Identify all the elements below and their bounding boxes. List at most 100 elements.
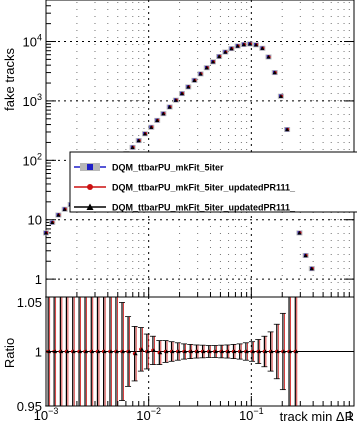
legend: DQM_ttbarPU_mkFit_5iter DQM_ttbarPU_mkFit… (69, 151, 357, 213)
series-3-point (136, 138, 141, 143)
series-3-point (272, 70, 277, 75)
legend-square-marker (87, 164, 93, 170)
top-y-tick-label: 1 (35, 272, 42, 287)
series-3-point (130, 145, 135, 150)
series-3-point (167, 104, 172, 109)
ratio-y-tick-label: 1.05 (17, 295, 42, 310)
ratio-point-2 (65, 349, 70, 354)
series-3-point (56, 213, 61, 217)
ratio-point-2 (78, 349, 83, 354)
ratio-point-2 (281, 349, 286, 354)
ratio-data-points (46, 347, 299, 356)
ratio-point-2 (238, 349, 243, 354)
series-3-point (309, 266, 314, 271)
ratio-point-2 (275, 349, 280, 354)
series-3-point (229, 46, 234, 51)
series-3-point (210, 59, 215, 64)
ratio-point-2 (201, 349, 206, 354)
series-3-point (44, 230, 48, 235)
ratio-point-2 (226, 349, 231, 354)
top-y-tick-label: 10 (28, 213, 42, 228)
ratio-point-2 (269, 349, 274, 354)
ratio-point-2 (294, 349, 299, 354)
ratio-axis-ticks: 10−3 10−2 10−1 1 0.95 1 1.05 (17, 295, 355, 423)
series-3-point (155, 118, 160, 122)
ratio-point-2 (244, 349, 249, 354)
series-3-point (192, 78, 197, 82)
series-3-point (285, 127, 290, 132)
ratio-point-2 (220, 349, 225, 354)
ratio-y-tick-label: 0.95 (17, 399, 42, 414)
ratio-point-2 (213, 349, 218, 354)
xlabel: track min ΔR (280, 409, 354, 423)
ratio-ylabel: Ratio (2, 338, 17, 368)
ratio-point-2 (96, 349, 101, 354)
ratio-point-2 (145, 349, 150, 354)
ratio-point-2 (90, 349, 95, 354)
legend-triangle-marker (86, 203, 94, 210)
ratio-point-2 (176, 349, 181, 354)
top-axis-ticks: 1 10 102 103 104 (23, 5, 355, 297)
series-3-point (217, 54, 222, 59)
legend-entry-label: DQM_ttbarPU_mkFit_5iter (112, 163, 224, 173)
ratio-point-2 (139, 347, 144, 351)
legend-entry-label: DQM_ttbarPU_mkFit_5iter_updatedPR111_ (112, 183, 296, 193)
ratio-y-tick-label: 1 (35, 345, 42, 360)
ratio-point-2 (108, 349, 113, 354)
ratio-point-2 (195, 349, 200, 354)
top-ylabel: fake tracks (2, 48, 17, 111)
ratio-point-2 (151, 348, 156, 353)
x-tick-label: 1 (346, 408, 353, 423)
legend-box (69, 151, 357, 213)
x-tick-label: 10−1 (239, 406, 264, 423)
series-3-point (149, 125, 154, 129)
series-3-point (303, 253, 308, 258)
series-3-point (173, 98, 178, 102)
series-3-point (62, 207, 67, 211)
series-3-point (235, 44, 240, 48)
ratio-point-2 (102, 349, 107, 354)
ratio-point-2 (114, 349, 119, 354)
series-3-point (161, 111, 166, 116)
ratio-point-2 (170, 349, 175, 354)
top-y-tick-label: 103 (23, 92, 42, 109)
ratio-point-2 (164, 349, 169, 354)
ratio-point-2 (232, 349, 237, 354)
series-3-point (204, 65, 209, 70)
x-tick-label: 10−3 (34, 406, 59, 423)
top-y-tick-label: 102 (23, 151, 42, 168)
ratio-point-2 (121, 349, 126, 354)
series-3-point (198, 71, 203, 76)
ratio-point-2 (263, 349, 268, 354)
series-3-point (297, 230, 302, 235)
top-y-tick-label: 104 (23, 33, 42, 50)
ratio-point-2 (127, 349, 132, 354)
series-3-point (223, 50, 228, 54)
legend-entry-label: DQM_ttbarPU_mkFit_5iter_updatedPR111_ (112, 203, 296, 213)
x-tick-label: 10−2 (136, 406, 161, 423)
ratio-point-2 (133, 351, 138, 356)
ratio-point-2 (257, 349, 262, 354)
ratio-point-2 (288, 349, 293, 354)
ratio-point-2 (158, 350, 163, 355)
ratio-point-2 (84, 349, 89, 354)
ratio-point-2 (71, 349, 76, 354)
series-3-point (266, 54, 271, 59)
series-3-point (278, 94, 283, 98)
series-3-point (241, 42, 246, 47)
series-3-point (260, 46, 265, 50)
legend-circle-marker (87, 184, 93, 190)
series-3-point (247, 41, 252, 46)
series-3-point (50, 220, 55, 225)
ratio-point-2 (59, 349, 64, 354)
ratio-point-2 (183, 349, 188, 354)
ratio-point-2 (189, 349, 194, 354)
series-3-point (179, 91, 184, 96)
ratio-point-2 (251, 349, 256, 354)
series-3-point (142, 131, 147, 136)
series-3-point (253, 42, 258, 47)
series-3-point (186, 84, 191, 89)
top-grid (46, 0, 354, 297)
